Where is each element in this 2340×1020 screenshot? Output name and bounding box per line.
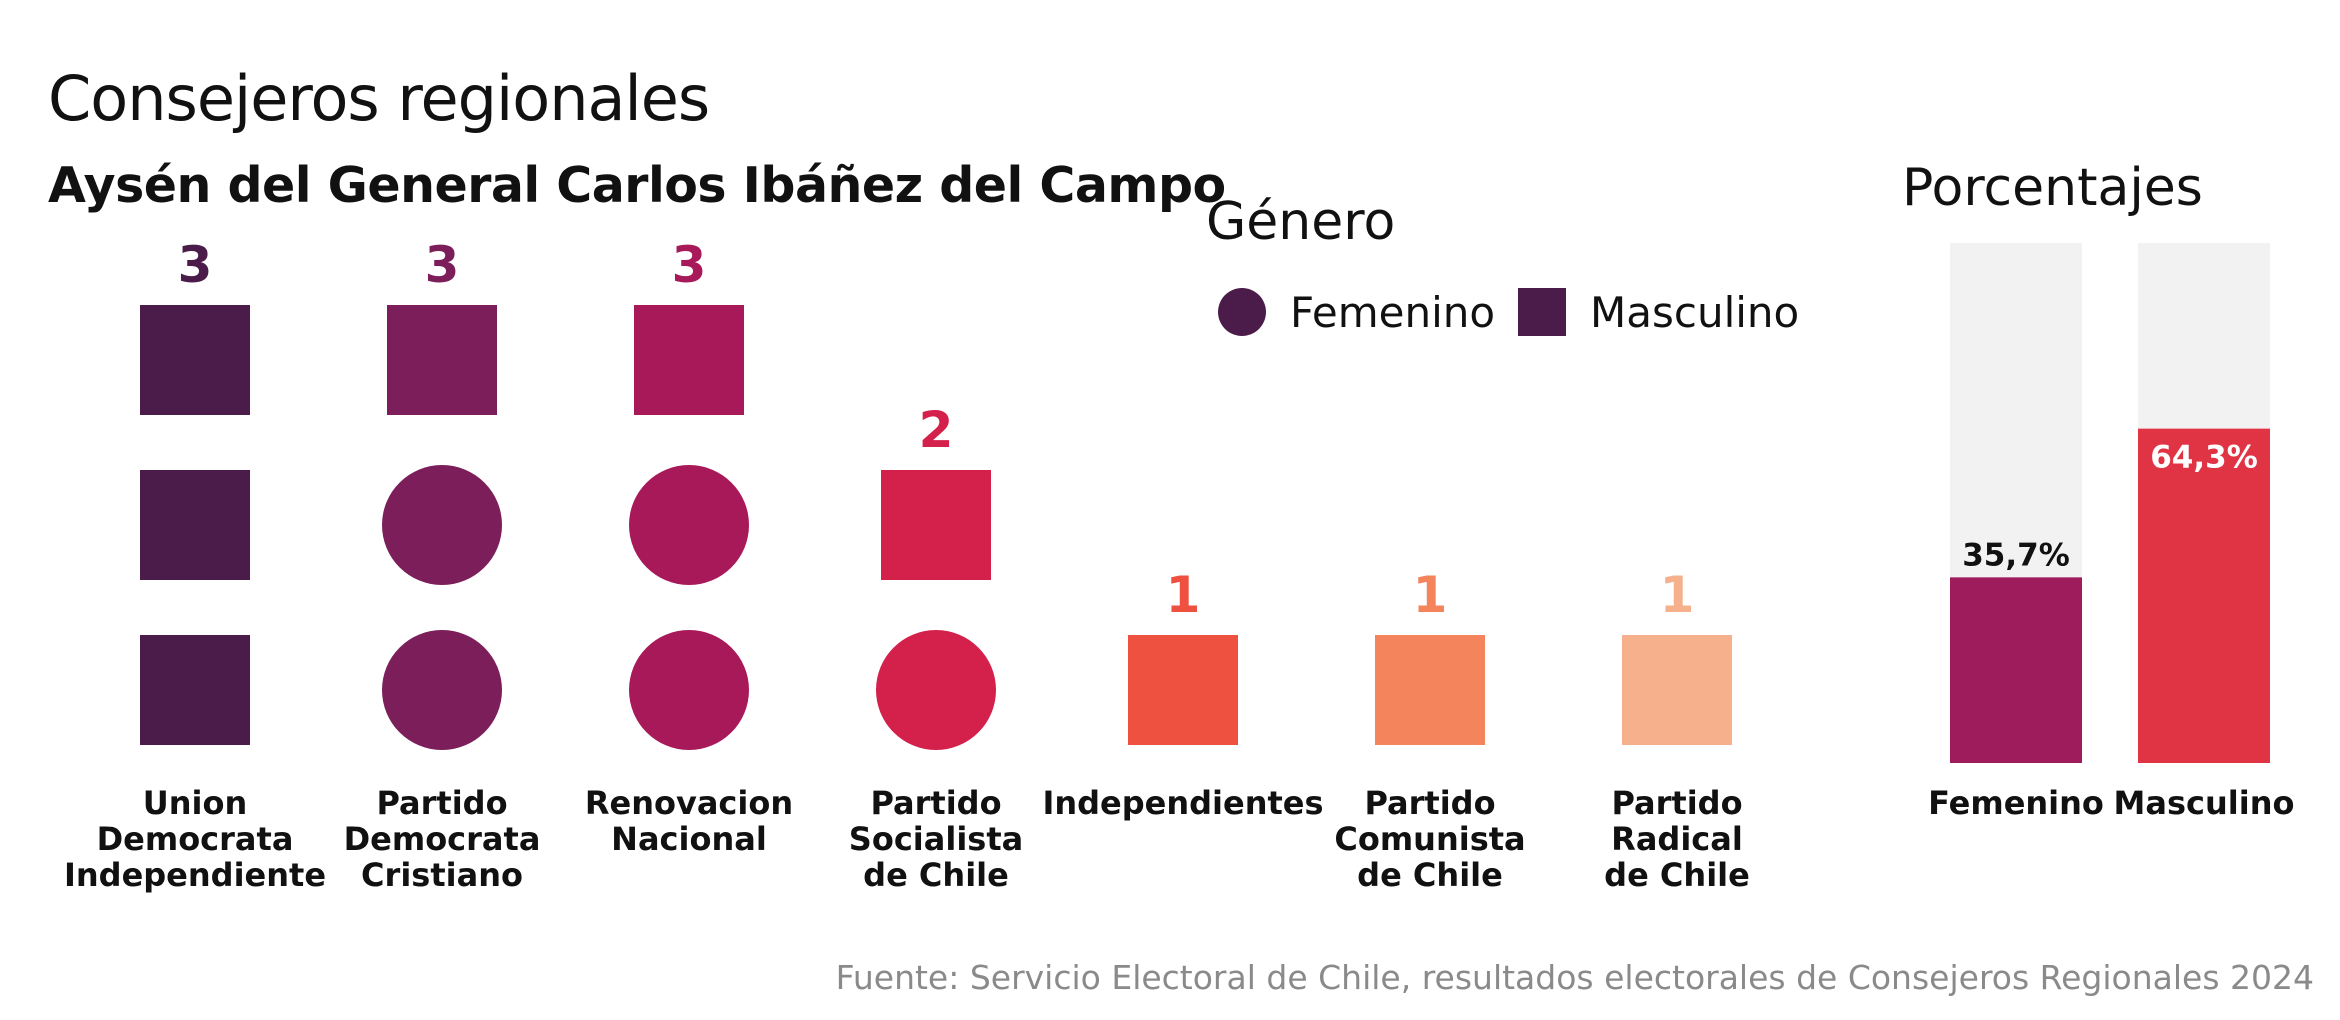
masculino-unit-marker bbox=[634, 305, 744, 415]
party-name-label: de Chile bbox=[1357, 856, 1503, 894]
masculino-unit-marker bbox=[1375, 635, 1485, 745]
percentages-title: Porcentajes bbox=[1902, 158, 2203, 218]
masculino-unit-marker bbox=[140, 470, 250, 580]
party-count-label: 2 bbox=[919, 401, 954, 459]
party-name-label: Socialista bbox=[849, 820, 1023, 858]
party-name-label: Independiente bbox=[64, 856, 326, 894]
party-count-label: 1 bbox=[1413, 566, 1448, 624]
party-name-label: Nacional bbox=[611, 820, 767, 858]
legend-item-masculino: Masculino bbox=[1518, 287, 1800, 337]
party-name-label: de Chile bbox=[1604, 856, 1750, 894]
percentage-bar bbox=[1950, 577, 2082, 763]
party-name-label: Democrata bbox=[344, 820, 541, 858]
femenino-unit-marker bbox=[382, 630, 502, 750]
legend-label-masculino: Masculino bbox=[1590, 287, 1800, 337]
party-count-label: 3 bbox=[178, 236, 213, 294]
percentage-category-label: Masculino bbox=[2114, 784, 2295, 822]
party-name-label: Partido bbox=[870, 784, 1001, 822]
percentage-value-label: 35,7% bbox=[1962, 537, 2070, 573]
masculino-unit-marker bbox=[881, 470, 991, 580]
party-count-label: 1 bbox=[1660, 566, 1695, 624]
party-count-label: 1 bbox=[1166, 566, 1201, 624]
legend-item-femenino: Femenino bbox=[1218, 287, 1496, 337]
party-name-label: Democrata bbox=[97, 820, 294, 858]
femenino-unit-marker bbox=[629, 630, 749, 750]
source-note: Fuente: Servicio Electoral de Chile, res… bbox=[835, 958, 2314, 997]
femenino-unit-marker bbox=[629, 465, 749, 585]
party-name-label: Union bbox=[143, 784, 248, 822]
party-name-label: Renovacion bbox=[585, 784, 793, 822]
party-name-label: Partido bbox=[1364, 784, 1495, 822]
party-name-label: Cristiano bbox=[361, 856, 523, 894]
percentage-bar bbox=[2138, 428, 2270, 763]
masculino-unit-marker bbox=[140, 635, 250, 745]
party-count-label: 3 bbox=[672, 236, 707, 294]
percentage-category-label: Femenino bbox=[1928, 784, 2104, 822]
percentage-value-label: 64,3% bbox=[2150, 440, 2258, 476]
legend-title: Género bbox=[1206, 192, 1396, 252]
legend-square-swatch bbox=[1518, 288, 1566, 336]
chart-title: Consejeros regionales bbox=[48, 62, 710, 135]
party-name-label: Independientes bbox=[1042, 784, 1323, 822]
party-count-label: 3 bbox=[425, 236, 460, 294]
masculino-unit-marker bbox=[1128, 635, 1238, 745]
femenino-unit-marker bbox=[876, 630, 996, 750]
femenino-unit-marker bbox=[382, 465, 502, 585]
masculino-unit-marker bbox=[140, 305, 250, 415]
legend-circle-swatch bbox=[1218, 288, 1266, 336]
party-name-label: Comunista bbox=[1334, 820, 1525, 858]
legend-label-femenino: Femenino bbox=[1290, 287, 1496, 337]
chart-subtitle: Aysén del General Carlos Ibáñez del Camp… bbox=[48, 157, 1226, 214]
party-name-label: Radical bbox=[1611, 820, 1743, 858]
party-name-label: Partido bbox=[1611, 784, 1742, 822]
masculino-unit-marker bbox=[1622, 635, 1732, 745]
party-name-label: Partido bbox=[376, 784, 507, 822]
masculino-unit-marker bbox=[387, 305, 497, 415]
party-name-label: de Chile bbox=[863, 856, 1009, 894]
